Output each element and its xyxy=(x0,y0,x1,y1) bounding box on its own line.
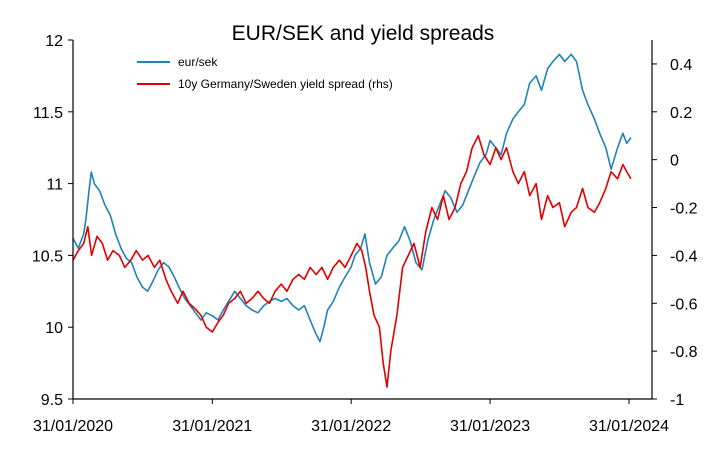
series-line-eur-sek xyxy=(72,53,632,343)
right-y-tick-label: -0.4 xyxy=(670,248,698,265)
x-tick-label: 31/01/2022 xyxy=(311,418,391,435)
left-y-tick-label: 12 xyxy=(45,33,63,50)
plot-area xyxy=(72,53,632,388)
right-y-tick-label: -0.8 xyxy=(670,344,698,361)
left-y-tick-label: 10.5 xyxy=(32,248,63,265)
right-y-tick-label: -0.6 xyxy=(670,296,698,313)
left-y-tick-label: 10 xyxy=(45,320,63,337)
x-tick-label: 31/01/2020 xyxy=(33,418,113,435)
left-y-tick-label: 11 xyxy=(46,177,63,194)
right-y-tick-label: 0 xyxy=(670,153,679,170)
series-line-yield-spread xyxy=(72,134,632,388)
right-y-tick-label: -0.2 xyxy=(670,201,698,218)
legend-label: 10y Germany/Sweden yield spread (rhs) xyxy=(178,77,393,91)
legend: eur/sek 10y Germany/Sweden yield spread (… xyxy=(137,55,393,91)
x-tick-label: 31/01/2024 xyxy=(589,418,669,435)
left-y-tick-label: 9.5 xyxy=(41,392,63,409)
x-tick-label: 31/01/2021 xyxy=(172,418,252,435)
axes: 9.5 10 10.5 11 11.5 12 -1 -0.8 -0.6 -0.4 -0.2 0 0.2 0… xyxy=(32,33,698,435)
x-tick-label: 31/01/2023 xyxy=(450,418,530,435)
right-y-tick-label: -1 xyxy=(670,392,684,409)
left-y-tick-label: 11.5 xyxy=(33,105,63,122)
chart-title: EUR/SEK and yield spreads xyxy=(232,22,495,45)
right-y-tick-label: 0.4 xyxy=(670,57,692,74)
right-y-tick-label: 0.2 xyxy=(670,105,692,122)
legend-label: eur/sek xyxy=(178,55,218,69)
